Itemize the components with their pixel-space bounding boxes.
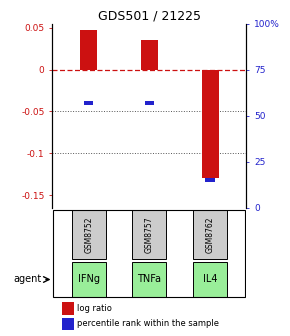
- Text: IFNg: IFNg: [78, 275, 100, 285]
- Bar: [145, 101, 154, 105]
- Bar: [193, 210, 227, 259]
- Bar: [84, 101, 93, 105]
- Bar: [193, 262, 227, 297]
- Bar: [202, 70, 219, 178]
- Bar: [80, 30, 97, 70]
- Bar: [72, 262, 106, 297]
- Title: GDS501 / 21225: GDS501 / 21225: [98, 9, 201, 23]
- Bar: [132, 262, 166, 297]
- Bar: [205, 178, 215, 182]
- Bar: [62, 302, 74, 314]
- Text: TNFa: TNFa: [137, 275, 161, 285]
- Text: log ratio: log ratio: [77, 304, 112, 313]
- Bar: [141, 40, 158, 70]
- Bar: [132, 210, 166, 259]
- Text: percentile rank within the sample: percentile rank within the sample: [77, 319, 220, 328]
- Text: agent: agent: [13, 275, 41, 285]
- Text: GSM8762: GSM8762: [206, 216, 215, 253]
- Bar: [62, 318, 74, 330]
- Text: GSM8752: GSM8752: [84, 216, 93, 253]
- Text: IL4: IL4: [203, 275, 217, 285]
- Bar: [72, 210, 106, 259]
- Text: GSM8757: GSM8757: [145, 216, 154, 253]
